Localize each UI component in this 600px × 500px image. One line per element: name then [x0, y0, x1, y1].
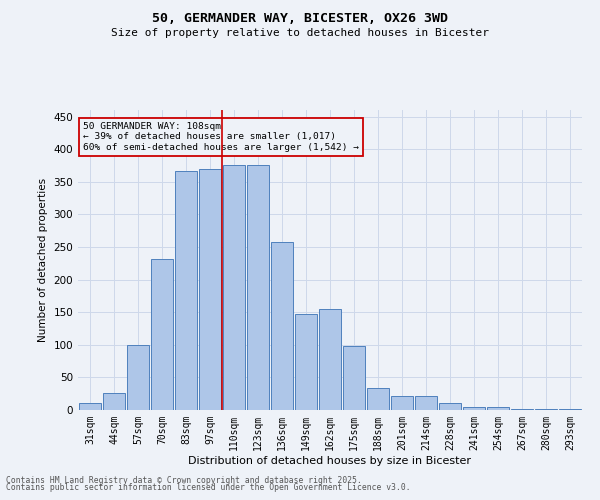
Bar: [271, 242, 293, 410]
Bar: [487, 408, 509, 410]
Bar: [391, 396, 413, 410]
Y-axis label: Number of detached properties: Number of detached properties: [38, 178, 48, 342]
Bar: [175, 170, 197, 410]
X-axis label: Distribution of detached houses by size in Bicester: Distribution of detached houses by size …: [188, 456, 472, 466]
Bar: [439, 404, 461, 410]
Bar: [223, 166, 245, 410]
Bar: [247, 166, 269, 410]
Text: 50 GERMANDER WAY: 108sqm
← 39% of detached houses are smaller (1,017)
60% of sem: 50 GERMANDER WAY: 108sqm ← 39% of detach…: [83, 122, 359, 152]
Text: 50, GERMANDER WAY, BICESTER, OX26 3WD: 50, GERMANDER WAY, BICESTER, OX26 3WD: [152, 12, 448, 26]
Bar: [343, 346, 365, 410]
Bar: [127, 345, 149, 410]
Bar: [295, 314, 317, 410]
Bar: [415, 396, 437, 410]
Text: Contains public sector information licensed under the Open Government Licence v3: Contains public sector information licen…: [6, 484, 410, 492]
Bar: [79, 404, 101, 410]
Bar: [151, 258, 173, 410]
Text: Contains HM Land Registry data © Crown copyright and database right 2025.: Contains HM Land Registry data © Crown c…: [6, 476, 362, 485]
Bar: [535, 408, 557, 410]
Bar: [367, 388, 389, 410]
Bar: [199, 168, 221, 410]
Bar: [103, 393, 125, 410]
Bar: [463, 406, 485, 410]
Text: Size of property relative to detached houses in Bicester: Size of property relative to detached ho…: [111, 28, 489, 38]
Bar: [319, 309, 341, 410]
Bar: [559, 408, 581, 410]
